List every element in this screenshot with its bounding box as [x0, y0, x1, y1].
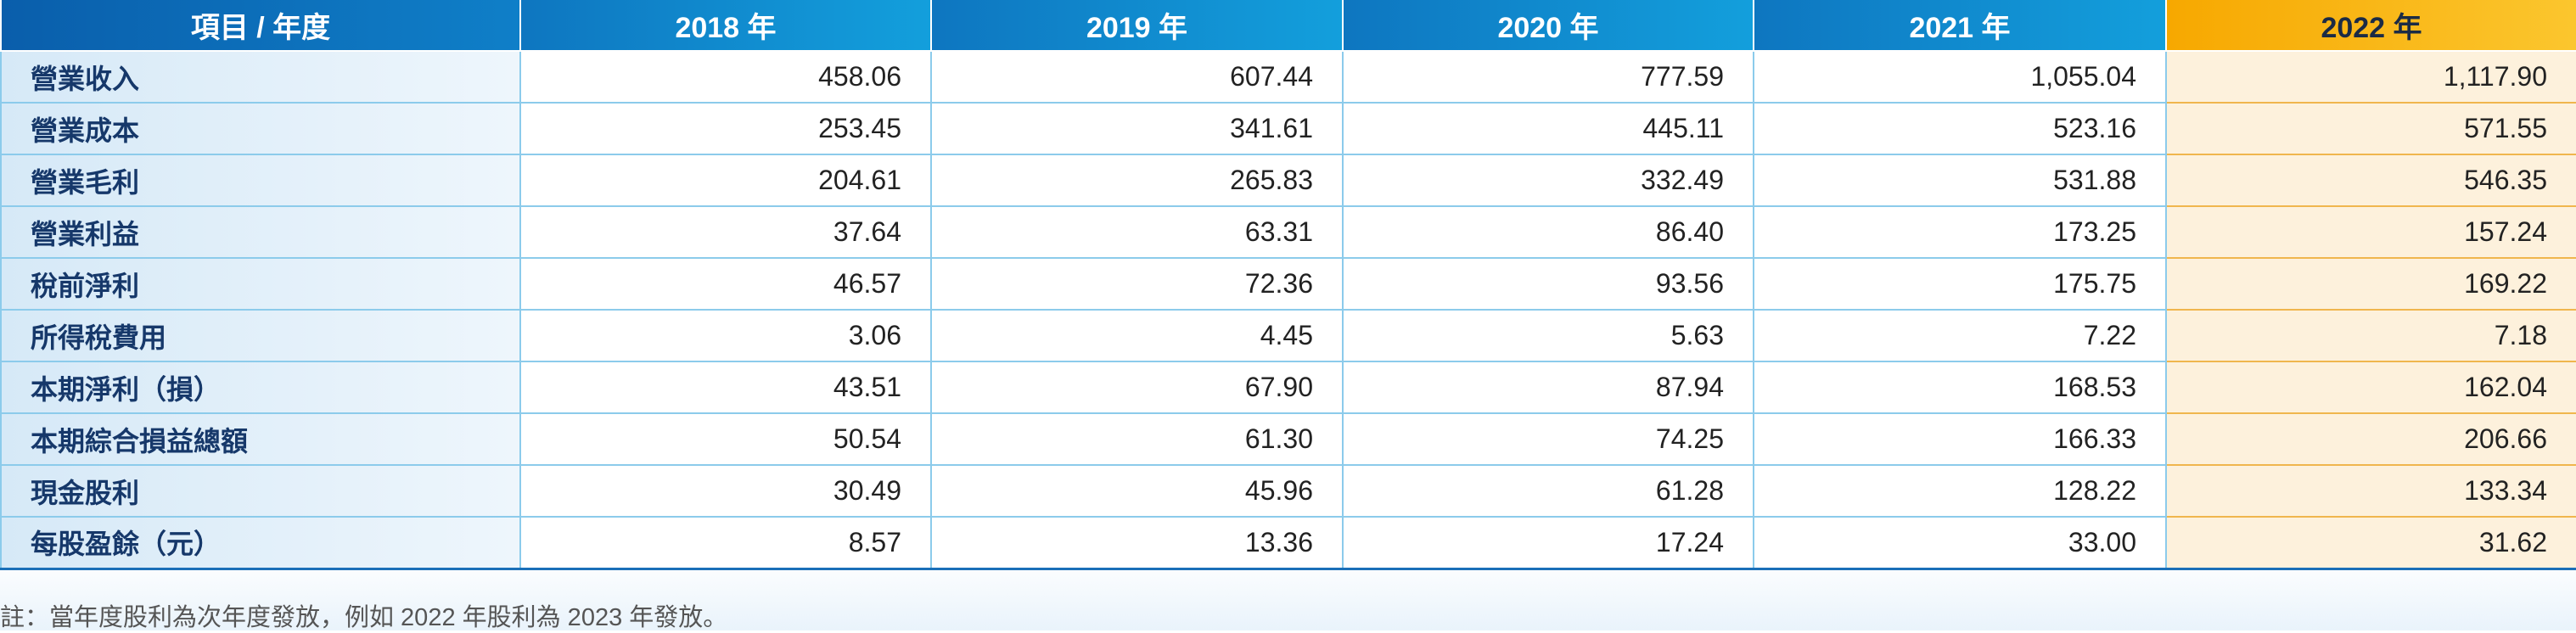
table-row: 本期淨利（損） 43.51 67.90 87.94 168.53 162.04 — [0, 361, 2576, 414]
header-row: 項目 / 年度 2018 年 2019 年 2020 年 2021 年 2022 年 — [0, 0, 2576, 52]
row-label: 本期淨利（損） — [0, 361, 521, 414]
cell: 43.51 — [519, 361, 932, 414]
table-row: 本期綜合損益總額 50.54 61.30 74.25 166.33 206.66 — [0, 412, 2576, 466]
cell: 13.36 — [930, 516, 1344, 570]
row-label: 營業成本 — [0, 102, 521, 155]
cell: 546.35 — [2165, 154, 2576, 207]
cell: 332.49 — [1342, 154, 1754, 207]
row-label: 營業收入 — [0, 50, 521, 104]
table-row: 營業收入 458.06 607.44 777.59 1,055.04 1,117.90 — [0, 50, 2576, 104]
cell: 531.88 — [1753, 154, 2167, 207]
cell: 30.49 — [519, 464, 932, 518]
table-row: 營業毛利 204.61 265.83 332.49 531.88 546.35 — [0, 154, 2576, 207]
cell: 571.55 — [2165, 102, 2576, 155]
header-cell: 2022 年 — [2165, 0, 2576, 52]
table-body: 營業收入 458.06 607.44 777.59 1,055.04 1,117.90 營業… — [0, 50, 2576, 570]
header-cell: 項目 / 年度 — [0, 0, 521, 52]
cell: 8.57 — [519, 516, 932, 570]
cell: 341.61 — [930, 102, 1344, 155]
cell: 173.25 — [1753, 205, 2167, 259]
cell: 46.57 — [519, 257, 932, 311]
cell: 86.40 — [1342, 205, 1754, 259]
table-row: 稅前淨利 46.57 72.36 93.56 175.75 169.22 — [0, 257, 2576, 311]
cell: 3.06 — [519, 309, 932, 362]
cell: 45.96 — [930, 464, 1344, 518]
cell: 1,055.04 — [1753, 50, 2167, 104]
table-row: 營業利益 37.64 63.31 86.40 173.25 157.24 — [0, 205, 2576, 259]
cell: 1,117.90 — [2165, 50, 2576, 104]
cell: 50.54 — [519, 412, 932, 466]
cell: 37.64 — [519, 205, 932, 259]
row-label: 所得稅費用 — [0, 309, 521, 362]
cell: 4.45 — [930, 309, 1344, 362]
table-row: 每股盈餘（元） 8.57 13.36 17.24 33.00 31.62 — [0, 516, 2576, 570]
cell: 777.59 — [1342, 50, 1754, 104]
cell: 607.44 — [930, 50, 1344, 104]
cell: 7.22 — [1753, 309, 2167, 362]
financial-table: 項目 / 年度 2018 年 2019 年 2020 年 2021 年 2022 年 營業… — [0, 0, 2576, 570]
cell: 265.83 — [930, 154, 1344, 207]
cell: 169.22 — [2165, 257, 2576, 311]
cell: 168.53 — [1753, 361, 2167, 414]
cell: 523.16 — [1753, 102, 2167, 155]
row-label: 本期綜合損益總額 — [0, 412, 521, 466]
cell: 128.22 — [1753, 464, 2167, 518]
row-label: 營業毛利 — [0, 154, 521, 207]
cell: 17.24 — [1342, 516, 1754, 570]
table-row: 所得稅費用 3.06 4.45 5.63 7.22 7.18 — [0, 309, 2576, 362]
header-cell: 2020 年 — [1342, 0, 1754, 52]
cell: 61.30 — [930, 412, 1344, 466]
cell: 253.45 — [519, 102, 932, 155]
cell: 175.75 — [1753, 257, 2167, 311]
cell: 31.62 — [2165, 516, 2576, 570]
cell: 63.31 — [930, 205, 1344, 259]
cell: 7.18 — [2165, 309, 2576, 362]
cell: 67.90 — [930, 361, 1344, 414]
cell: 72.36 — [930, 257, 1344, 311]
row-label: 營業利益 — [0, 205, 521, 259]
header-cell: 2021 年 — [1753, 0, 2167, 52]
cell: 74.25 — [1342, 412, 1754, 466]
cell: 87.94 — [1342, 361, 1754, 414]
cell: 445.11 — [1342, 102, 1754, 155]
row-label: 稅前淨利 — [0, 257, 521, 311]
table-row: 營業成本 253.45 341.61 445.11 523.16 571.55 — [0, 102, 2576, 155]
cell: 33.00 — [1753, 516, 2167, 570]
footnote: 註：當年度股利為次年度發放，例如 2022 年股利為 2023 年發放。 — [0, 604, 728, 631]
cell: 93.56 — [1342, 257, 1754, 311]
cell: 133.34 — [2165, 464, 2576, 518]
cell: 5.63 — [1342, 309, 1754, 362]
row-label: 現金股利 — [0, 464, 521, 518]
table-row: 現金股利 30.49 45.96 61.28 128.22 133.34 — [0, 464, 2576, 518]
cell: 61.28 — [1342, 464, 1754, 518]
cell: 204.61 — [519, 154, 932, 207]
header-cell: 2019 年 — [930, 0, 1344, 52]
row-label: 每股盈餘（元） — [0, 516, 521, 570]
cell: 157.24 — [2165, 205, 2576, 259]
cell: 206.66 — [2165, 412, 2576, 466]
cell: 166.33 — [1753, 412, 2167, 466]
header-cell: 2018 年 — [519, 0, 932, 52]
cell: 162.04 — [2165, 361, 2576, 414]
cell: 458.06 — [519, 50, 932, 104]
